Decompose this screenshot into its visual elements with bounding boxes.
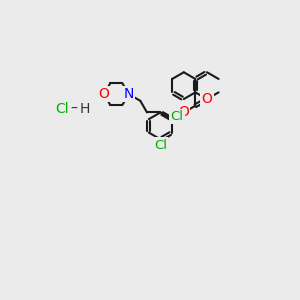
Text: H: H — [79, 102, 90, 116]
Text: O: O — [202, 92, 212, 106]
Text: N: N — [124, 87, 134, 101]
Text: –: – — [70, 102, 77, 116]
Text: Cl: Cl — [154, 139, 167, 152]
Text: O: O — [99, 87, 110, 101]
Text: Cl: Cl — [170, 110, 184, 123]
Text: Cl: Cl — [56, 102, 69, 116]
Text: N: N — [124, 87, 134, 101]
Text: O: O — [178, 106, 189, 119]
